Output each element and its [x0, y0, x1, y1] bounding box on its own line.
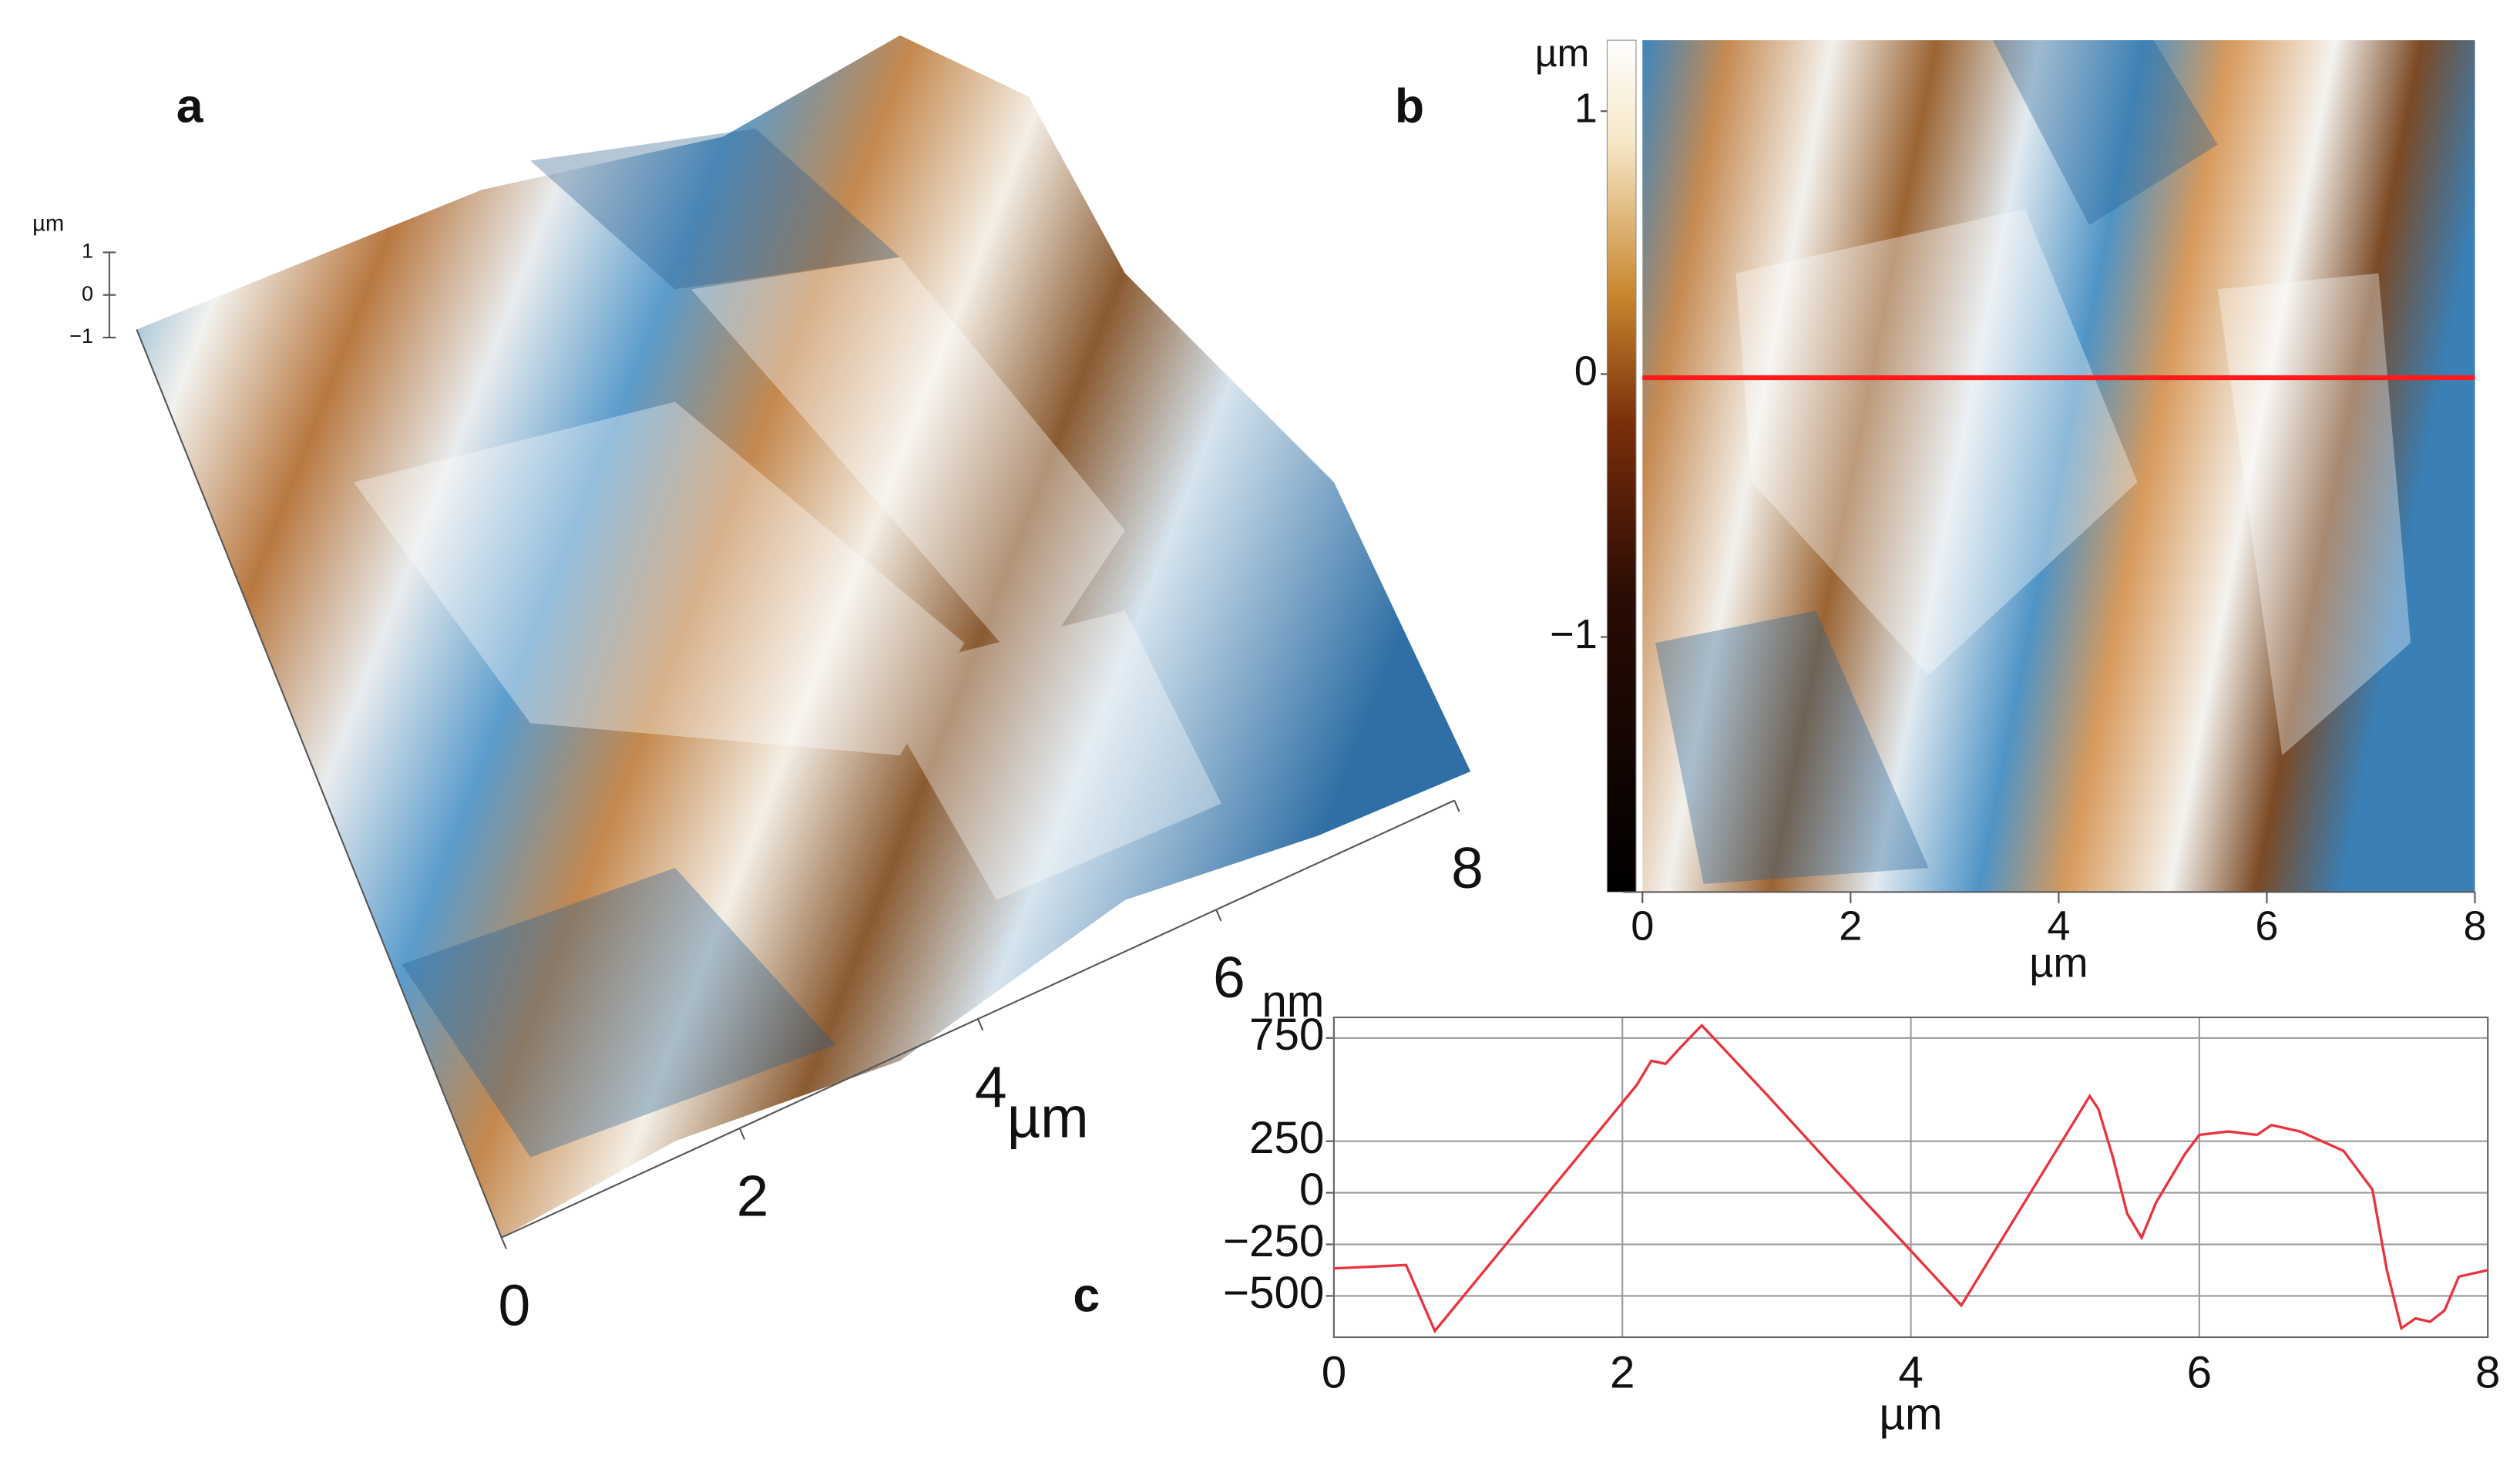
x-tick-label: 6 — [2187, 1347, 2212, 1397]
x-tick-label: 8 — [2475, 1347, 2500, 1397]
panel-label: c — [1073, 1268, 1100, 1322]
x-tick — [1453, 800, 1460, 812]
z-tick-label: 1 — [82, 239, 93, 263]
x-tick-label: 4 — [2047, 903, 2070, 950]
y-tick-label: −500 — [1223, 1268, 1325, 1318]
y-tick-label: 250 — [1249, 1113, 1324, 1163]
colorbar-label: µm — [1535, 32, 1590, 75]
colorbar — [1606, 39, 1637, 892]
x-tick — [500, 1237, 507, 1249]
x-axis-label: µm — [2029, 940, 2088, 987]
surface-image — [136, 35, 1471, 1238]
x-tick-label: 2 — [1610, 1347, 1635, 1397]
x-tick-label: 0 — [1631, 903, 1654, 950]
height-image — [1642, 40, 2475, 892]
colorbar-tick-label: 0 — [1574, 348, 1598, 395]
image-texture — [1655, 40, 2411, 884]
x-tick-label: 0 — [499, 1272, 531, 1337]
z-tick-label: 0 — [82, 281, 93, 305]
panel-label: b — [1395, 79, 1424, 133]
z-axis-label: µm — [32, 212, 64, 237]
surface-texture — [353, 128, 1221, 1158]
x-tick-label: 8 — [2463, 903, 2486, 950]
x-tick-label: 4 — [1898, 1347, 1923, 1397]
x-tick-label: 2 — [1839, 903, 1862, 950]
surface-edge — [136, 329, 502, 1239]
x-tick-label: 6 — [2255, 903, 2278, 950]
plot-frame — [1332, 1016, 2489, 1339]
colorbar-tick-label: 1 — [1574, 86, 1598, 132]
x-axis-label: µm — [1879, 1390, 1942, 1440]
profile-line — [1333, 1024, 2488, 1334]
x-tick — [1215, 909, 1222, 922]
x-tick — [977, 1018, 984, 1031]
y-tick-label: 750 — [1249, 1010, 1324, 1060]
colorbar-tick-label: −1 — [1550, 611, 1598, 657]
x-axis-label: µm — [1007, 1084, 1089, 1149]
x-tick-label: 6 — [1213, 945, 1245, 1010]
z-tick-label: −1 — [69, 324, 93, 348]
y-tick-label: −250 — [1223, 1216, 1325, 1266]
panel-label: a — [176, 79, 204, 133]
y-tick-label: 0 — [1299, 1165, 1324, 1215]
x-tick — [738, 1128, 746, 1140]
x-tick-label: 8 — [1451, 835, 1483, 900]
x-tick-label: 4 — [975, 1054, 1007, 1119]
x-tick-label: 2 — [737, 1164, 769, 1229]
y-axis-label: nm — [1262, 977, 1324, 1027]
x-tick-label: 0 — [1322, 1347, 1346, 1397]
